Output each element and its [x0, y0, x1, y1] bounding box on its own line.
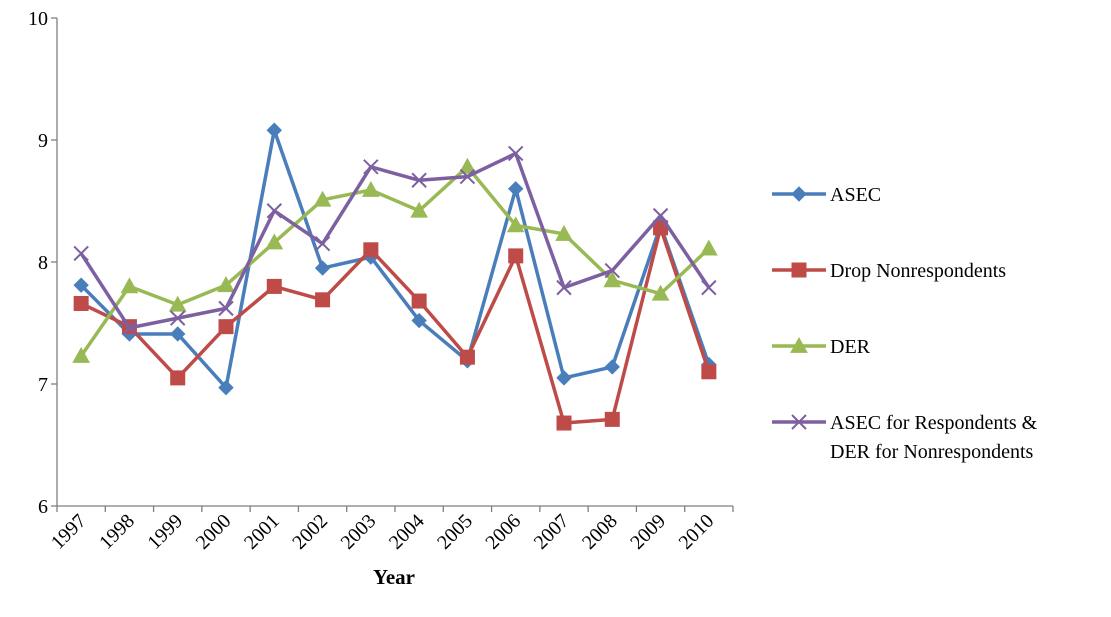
legend-marker — [790, 336, 808, 353]
data-point — [170, 326, 186, 342]
legend-label: DER — [830, 336, 871, 358]
x-axis-title: Year — [373, 565, 415, 589]
x-tick-label: 2004 — [385, 510, 429, 554]
data-point — [411, 172, 427, 188]
series-line — [79, 151, 711, 330]
data-point — [506, 216, 525, 233]
x-tick-label: 1999 — [143, 510, 187, 554]
data-point — [315, 292, 331, 308]
data-point — [362, 180, 380, 197]
y-tick-label: 6 — [38, 496, 48, 518]
series-1 — [73, 122, 717, 396]
data-point — [314, 235, 331, 252]
x-tick-label: 1997 — [47, 510, 91, 554]
series-line — [79, 128, 711, 390]
data-point — [121, 320, 138, 336]
data-point — [73, 245, 89, 262]
data-point — [700, 239, 718, 256]
data-point — [556, 370, 572, 386]
data-point — [555, 224, 573, 241]
data-point — [651, 284, 670, 301]
legend-marker — [791, 414, 807, 430]
legend-label: ASEC for Respondents & — [830, 412, 1038, 434]
data-point — [701, 364, 717, 380]
legend-entry: ASEC — [772, 184, 881, 206]
data-point — [170, 370, 186, 386]
x-tick-label: 2003 — [337, 510, 381, 554]
data-point — [556, 279, 572, 296]
data-point — [508, 181, 524, 197]
data-point — [266, 203, 282, 219]
data-point — [266, 278, 282, 294]
legend-entry: DER — [772, 336, 871, 358]
chart-legend: ASEC Drop Nonrespondents DER ASEC for Respo… — [772, 184, 1038, 463]
data-point — [508, 145, 524, 162]
data-point — [314, 260, 331, 276]
series-4 — [73, 145, 717, 336]
data-point — [73, 277, 89, 293]
y-tick-label: 10 — [28, 8, 48, 30]
x-tick-label: 2001 — [240, 510, 284, 554]
data-point — [411, 312, 427, 329]
legend-label: DER for Nonrespondents — [830, 441, 1034, 463]
y-tick-label: 7 — [38, 374, 48, 396]
data-point — [604, 411, 620, 427]
data-point — [170, 310, 186, 326]
x-tick-label: 2010 — [675, 510, 719, 554]
data-point — [363, 159, 379, 175]
data-point — [266, 122, 282, 138]
data-point — [73, 295, 89, 311]
data-point — [701, 279, 717, 296]
y-tick-label: 8 — [38, 252, 48, 274]
data-point — [168, 295, 187, 312]
x-tick-label: 2005 — [433, 510, 477, 554]
series-line — [79, 165, 711, 357]
data-point — [604, 359, 620, 375]
legend-label: ASEC — [830, 184, 881, 206]
x-tick-label: 1998 — [95, 510, 139, 554]
data-point — [363, 242, 379, 258]
data-point — [604, 262, 620, 279]
legend-entry: ASEC for Respondents & DER for Nonrespond… — [772, 412, 1038, 463]
x-tick-label: 2000 — [192, 510, 236, 554]
data-point — [508, 248, 524, 264]
data-point — [459, 349, 475, 365]
data-point — [313, 190, 332, 207]
data-point — [652, 207, 669, 224]
legend-marker — [791, 186, 807, 202]
legend-entry: Drop Nonrespondents — [772, 260, 1006, 282]
x-tick-label: 2002 — [288, 510, 332, 554]
data-point — [411, 293, 427, 309]
data-point — [265, 233, 284, 250]
data-point — [72, 346, 90, 363]
y-tick-label: 9 — [38, 130, 48, 152]
data-point — [459, 168, 476, 185]
legend-label: Drop Nonrespondents — [830, 260, 1006, 282]
data-point — [120, 277, 139, 294]
x-tick-label: 2009 — [626, 510, 670, 554]
data-point — [410, 201, 428, 218]
chart-series — [72, 122, 718, 431]
legend-marker — [791, 262, 807, 278]
data-point — [218, 379, 234, 396]
data-point — [218, 319, 234, 335]
data-point — [556, 415, 572, 431]
series-line — [80, 226, 711, 425]
x-tick-label: 2008 — [578, 510, 622, 554]
data-point — [603, 271, 622, 288]
data-point — [458, 157, 477, 174]
x-tick-label: 2006 — [481, 510, 525, 554]
x-tick-label: 2007 — [530, 510, 574, 554]
series-2 — [73, 220, 717, 431]
data-point — [217, 276, 235, 293]
data-point — [218, 300, 234, 317]
